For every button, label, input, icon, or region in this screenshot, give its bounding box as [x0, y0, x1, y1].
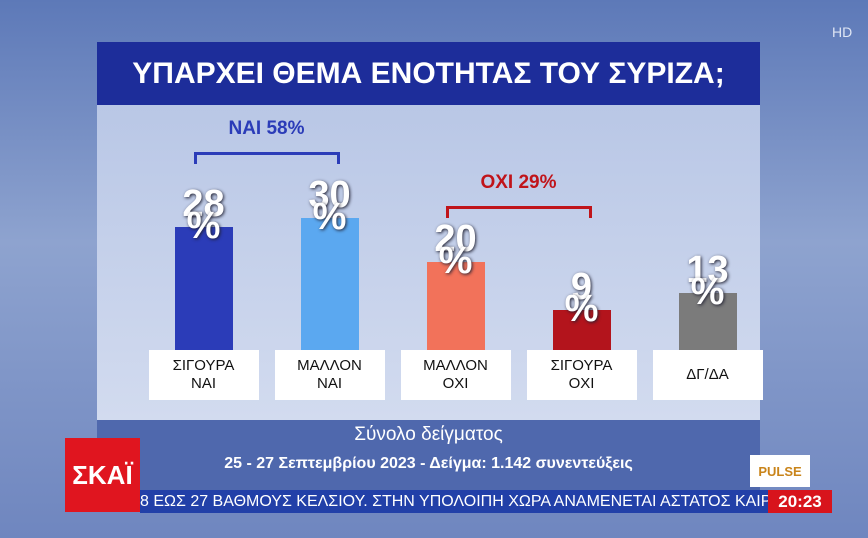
footer-band	[97, 420, 760, 490]
clock: 20:23	[768, 490, 832, 513]
category-label: ΔΓ/ΔΑ	[652, 350, 763, 400]
quality-badge: HD	[832, 24, 853, 40]
bar	[426, 262, 485, 350]
annotation-label: ΟΧΙ 29%	[480, 172, 557, 193]
bar	[678, 292, 737, 350]
category-label: ΜΑΛΛΟΝ ΟΧΙ	[400, 350, 511, 400]
note: 25 - 27 Σεπτεμβρίου 2023 - Δείγμα: 1.142…	[224, 455, 633, 472]
category-label: ΜΑΛΛΟΝ ΝΑΙ	[274, 350, 385, 400]
subtitle: Σύνολο δείγματος	[354, 424, 503, 445]
bar	[300, 218, 359, 350]
bar	[552, 310, 611, 350]
chart-title: ΥΠΑΡΧΕΙ ΘΕΜΑ ΕΝΟΤΗΤΑΣ ΤΟΥ ΣΥΡΙΖΑ;	[97, 42, 760, 105]
value-label: 13 %	[686, 248, 729, 313]
annotation-bracket	[445, 206, 592, 218]
channel-logo: ΣΚΑΪ	[65, 438, 140, 512]
annotation-bracket	[193, 152, 340, 164]
news-ticker: 8 ΕΩΣ 27 ΒΑΘΜΟΥΣ ΚΕΛΣΙΟΥ. ΣΤΗΝ ΥΠΟΛΟΙΠΗ …	[140, 490, 768, 513]
value-label: 9 %	[564, 266, 599, 331]
value-label: 20 %	[434, 218, 477, 282]
value-label: 28 %	[182, 182, 225, 247]
value-label: 30 %	[308, 174, 351, 238]
annotation-label: ΝΑΙ 58%	[228, 118, 305, 139]
category-label: ΣΙΓΟΥΡΑ ΝΑΙ	[148, 350, 259, 400]
pollster-logo: PULSE	[750, 455, 810, 487]
category-label: ΣΙΓΟΥΡΑ ΟΧΙ	[526, 350, 637, 400]
bar	[174, 226, 233, 350]
